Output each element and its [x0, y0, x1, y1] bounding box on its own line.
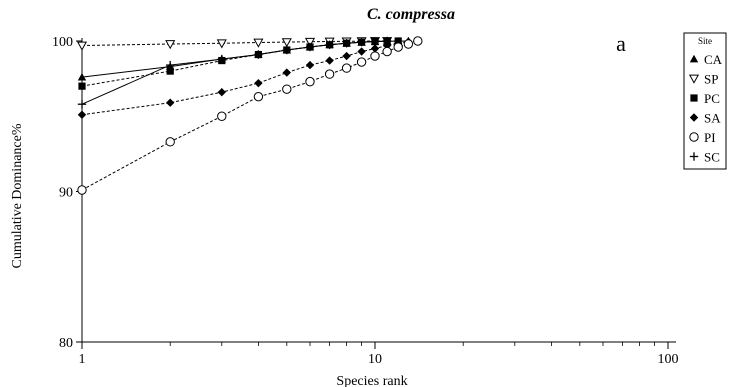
data-point-sa — [342, 51, 351, 61]
series-line-sc — [81, 40, 388, 105]
data-point-pi — [341, 63, 352, 73]
data-point-pi — [77, 185, 87, 195]
x-tick-label: 1 — [79, 352, 86, 367]
data-point-sa — [305, 60, 315, 70]
legend-marker-sa — [689, 113, 699, 122]
x-tick-label: 100 — [658, 352, 679, 367]
data-point-sc — [217, 54, 226, 64]
series-line-pc — [81, 40, 399, 87]
data-point-pi — [393, 42, 403, 52]
data-point-sa — [254, 78, 263, 88]
data-point-sp — [216, 39, 227, 49]
data-point-pi — [305, 76, 315, 87]
data-point-sp — [76, 41, 88, 51]
data-point-sp — [304, 37, 316, 47]
data-point-sc — [305, 42, 315, 52]
legend-label-sc: SC — [704, 150, 720, 165]
legend-label-sa: SA — [704, 111, 721, 126]
data-point-sc — [342, 39, 351, 48]
data-point-sc — [166, 60, 175, 70]
y-tick-label: 90 — [59, 186, 73, 201]
data-point-sa — [370, 44, 380, 53]
series-line-sa — [81, 40, 418, 116]
data-point-sa — [166, 98, 175, 107]
data-point-pi — [356, 57, 367, 67]
data-point-sc — [357, 37, 366, 47]
data-point-sa — [282, 68, 291, 77]
legend-marker-pc — [690, 94, 698, 102]
series-line-sp — [81, 40, 388, 47]
data-point-sa — [357, 47, 366, 56]
x-axis-label: Species rank — [336, 374, 407, 387]
data-point-ca — [77, 72, 87, 81]
chart-title: C. compressa — [367, 6, 455, 23]
data-point-sa — [325, 56, 334, 65]
data-point-pi — [324, 69, 335, 79]
data-point-sc — [370, 37, 380, 46]
panel-label: a — [616, 31, 626, 56]
data-point-pi — [370, 51, 380, 61]
data-point-pi — [413, 36, 423, 46]
legend-label-pc: PC — [704, 91, 720, 106]
data-point-pc — [78, 82, 86, 90]
legend-marker-pi — [689, 132, 699, 142]
legend-label-ca: CA — [704, 52, 723, 67]
y-tick-label: 80 — [59, 336, 73, 351]
data-point-sc — [254, 50, 263, 59]
data-point-sc — [77, 100, 87, 109]
legend-label-sp: SP — [704, 72, 718, 87]
data-point-sp — [281, 38, 292, 48]
series-line-pi — [81, 40, 418, 191]
legend-box — [683, 32, 727, 170]
data-point-pi — [253, 91, 264, 102]
legend-label-pi: PI — [704, 130, 716, 145]
data-point-pi — [165, 137, 175, 147]
data-point-sa — [77, 110, 87, 119]
data-point-pi — [282, 84, 292, 94]
legend-marker-sp — [688, 74, 700, 84]
y-tick-label: 100 — [52, 35, 73, 50]
data-point-sp — [165, 40, 176, 50]
x-tick-label: 10 — [368, 352, 382, 367]
legend-marker-ca — [689, 54, 699, 63]
data-point-pi — [217, 111, 227, 121]
legend-marker-sc — [689, 152, 699, 161]
data-point-pi — [382, 46, 392, 57]
data-point-sc — [382, 36, 392, 46]
legend: Site CA SP PC SA PI SC — [683, 32, 727, 170]
data-point-sa — [217, 87, 226, 97]
data-point-pc — [166, 67, 174, 75]
y-axis-label: Cumulative Dominance% — [10, 123, 25, 268]
data-point-sp — [253, 38, 264, 48]
legend-title: Site — [698, 36, 712, 46]
data-point-pi — [403, 39, 414, 49]
data-point-sc — [282, 45, 291, 55]
data-point-sc — [325, 40, 334, 49]
